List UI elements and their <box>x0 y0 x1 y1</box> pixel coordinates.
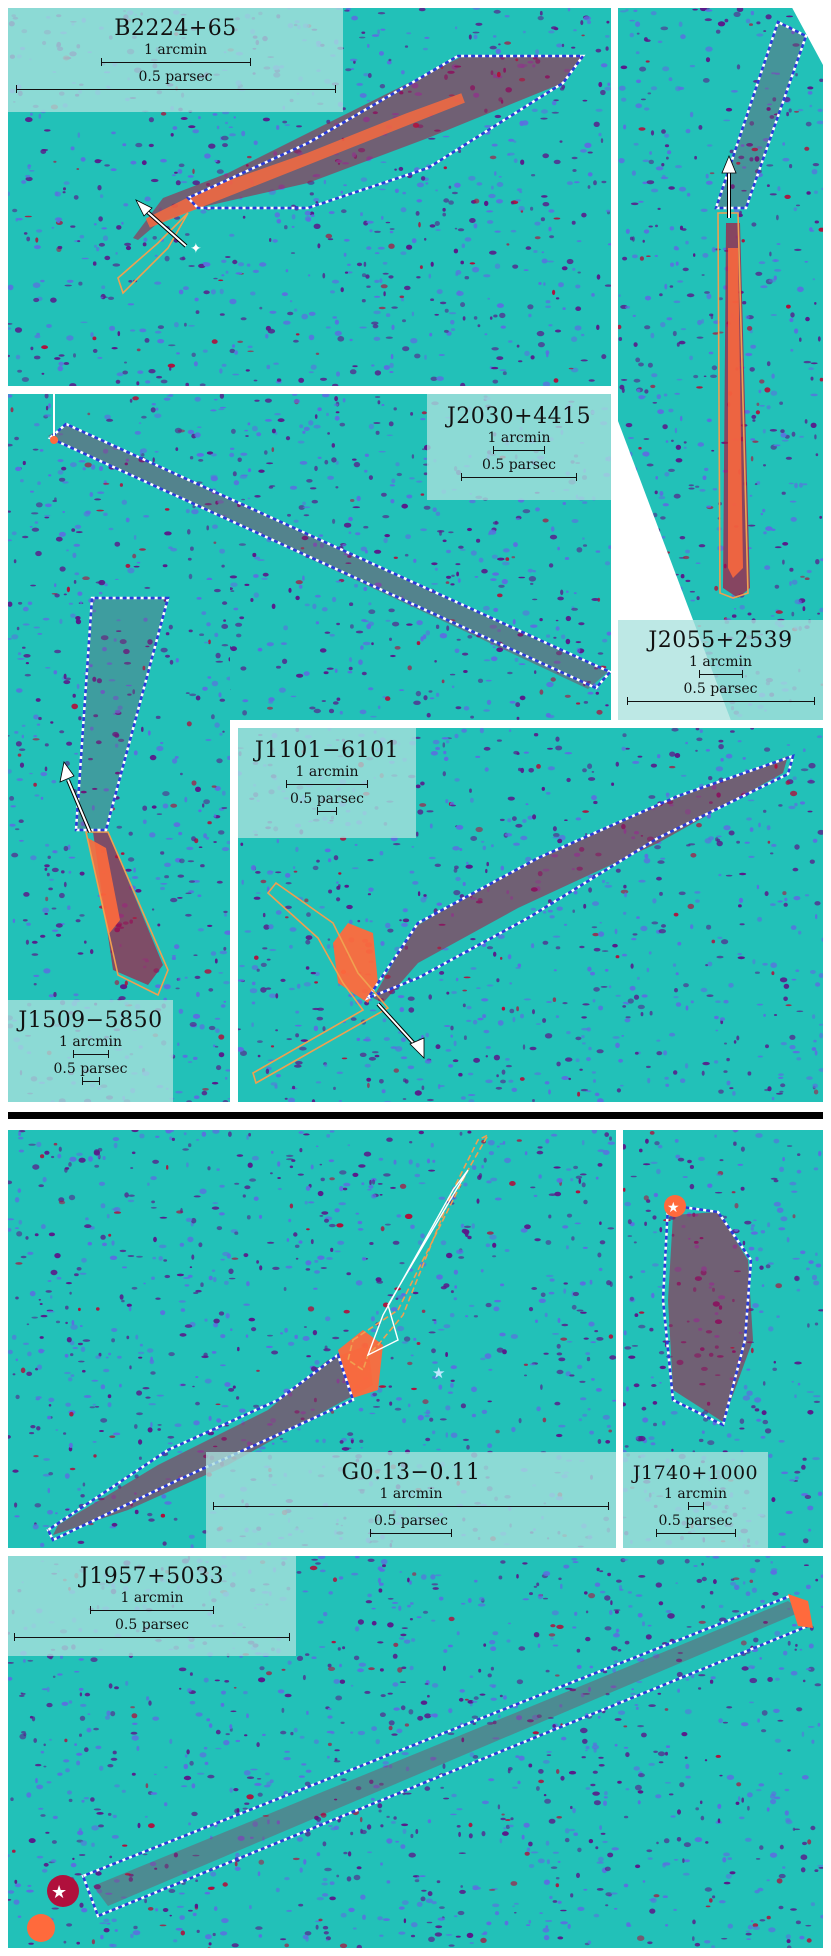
parsec-scale-bar <box>317 807 337 816</box>
panel-j1101: J1101−6101 1 arcmin 0.5 parsec <box>238 728 823 1102</box>
arcmin-label: 1 arcmin <box>487 430 551 446</box>
arcmin-scale-bar <box>72 1050 109 1059</box>
label-b2224: B2224+65 1 arcmin 0.5 parsec <box>8 8 343 112</box>
parsec-label: 0.5 parsec <box>114 1617 190 1633</box>
panel-j2030: J2030+4415 1 arcmin 0.5 parsec <box>8 394 611 720</box>
parsec-scale-bar <box>626 697 815 706</box>
region-overlay: ★ <box>27 1594 813 1942</box>
arcmin-scale-bar <box>213 1502 609 1511</box>
arcmin-scale-bar <box>698 670 743 679</box>
svg-text:★: ★ <box>432 1364 445 1382</box>
panel-j2055: J2055+2539 1 arcmin 0.5 parsec <box>618 8 823 720</box>
region-overlay <box>714 20 808 599</box>
parsec-scale-bar <box>14 1633 290 1642</box>
arcmin-label: 1 arcmin <box>143 42 207 58</box>
arcmin-label: 1 arcmin <box>688 654 752 670</box>
label-j1740: J1740+1000 1 arcmin 0.5 parsec <box>623 1452 768 1548</box>
panel-b2224: ✦ B2224+65 1 arcmin 0.5 parsec <box>8 8 611 386</box>
parsec-label: 0.5 parsec <box>373 1513 449 1529</box>
source-name: J1740+1000 <box>632 1462 759 1484</box>
arcmin-label: 1 arcmin <box>295 764 359 780</box>
label-j1509: J1509−5850 1 arcmin 0.5 parsec <box>8 1000 173 1102</box>
panel-g013: ★ G0.13−0.11 1 arcmin 0.5 parsec <box>8 1130 616 1548</box>
region-overlay: ★ <box>661 1195 753 1427</box>
parsec-label: 0.5 parsec <box>53 1061 128 1077</box>
source-name: J2030+4415 <box>446 404 592 429</box>
arcmin-label: 1 arcmin <box>663 1486 727 1502</box>
source-name: J2055+2539 <box>648 628 793 653</box>
label-j2030: J2030+4415 1 arcmin 0.5 parsec <box>427 394 611 500</box>
label-j1957: J1957+5033 1 arcmin 0.5 parsec <box>8 1556 296 1656</box>
source-name: J1509−5850 <box>18 1008 163 1033</box>
label-j1101: J1101−6101 1 arcmin 0.5 parsec <box>238 728 416 838</box>
source-name: J1101−6101 <box>254 738 400 763</box>
region-overlay <box>47 394 611 690</box>
parsec-label: 0.5 parsec <box>138 69 213 85</box>
region-overlay: ✦ <box>117 54 586 295</box>
arcmin-scale-bar <box>286 780 368 789</box>
source-name: J1957+5033 <box>79 1564 225 1589</box>
source-name: G0.13−0.11 <box>341 1460 481 1485</box>
arcmin-scale-bar <box>90 1606 214 1615</box>
region-overlay <box>252 754 795 1085</box>
parsec-label: 0.5 parsec <box>658 1513 733 1529</box>
panel-j1740: ★ J1740+1000 1 arcmin 0.5 parsec <box>623 1130 823 1548</box>
region-overlay: ★ <box>46 1133 491 1542</box>
parsec-scale-bar <box>15 85 336 94</box>
arcmin-label: 1 arcmin <box>58 1034 122 1050</box>
parsec-scale-bar <box>81 1077 100 1086</box>
svg-text:✦: ✦ <box>190 241 202 257</box>
label-g013: G0.13−0.11 1 arcmin 0.5 parsec <box>206 1452 616 1548</box>
panel-j1957: ★ J1957+5033 1 arcmin 0.5 parsec <box>8 1556 823 1948</box>
parsec-scale-bar <box>655 1529 736 1538</box>
section-divider <box>8 1112 823 1119</box>
arcmin-label: 1 arcmin <box>379 1486 443 1502</box>
arcmin-label: 1 arcmin <box>120 1590 184 1606</box>
parsec-label: 0.5 parsec <box>289 791 365 807</box>
parsec-label: 0.5 parsec <box>481 457 557 473</box>
arcmin-scale-bar <box>100 58 251 67</box>
arcmin-scale-bar <box>493 446 545 455</box>
parsec-scale-bar <box>370 1529 452 1538</box>
parsec-scale-bar <box>461 473 577 482</box>
parsec-label: 0.5 parsec <box>683 681 758 697</box>
source-name: B2224+65 <box>114 16 237 41</box>
region-overlay <box>59 596 170 997</box>
panel-j1509: J1509−5850 1 arcmin 0.5 parsec <box>8 580 230 1102</box>
label-j2055: J2055+2539 1 arcmin 0.5 parsec <box>618 620 823 720</box>
svg-text:★: ★ <box>667 1200 680 1216</box>
arcmin-scale-bar <box>687 1502 704 1511</box>
